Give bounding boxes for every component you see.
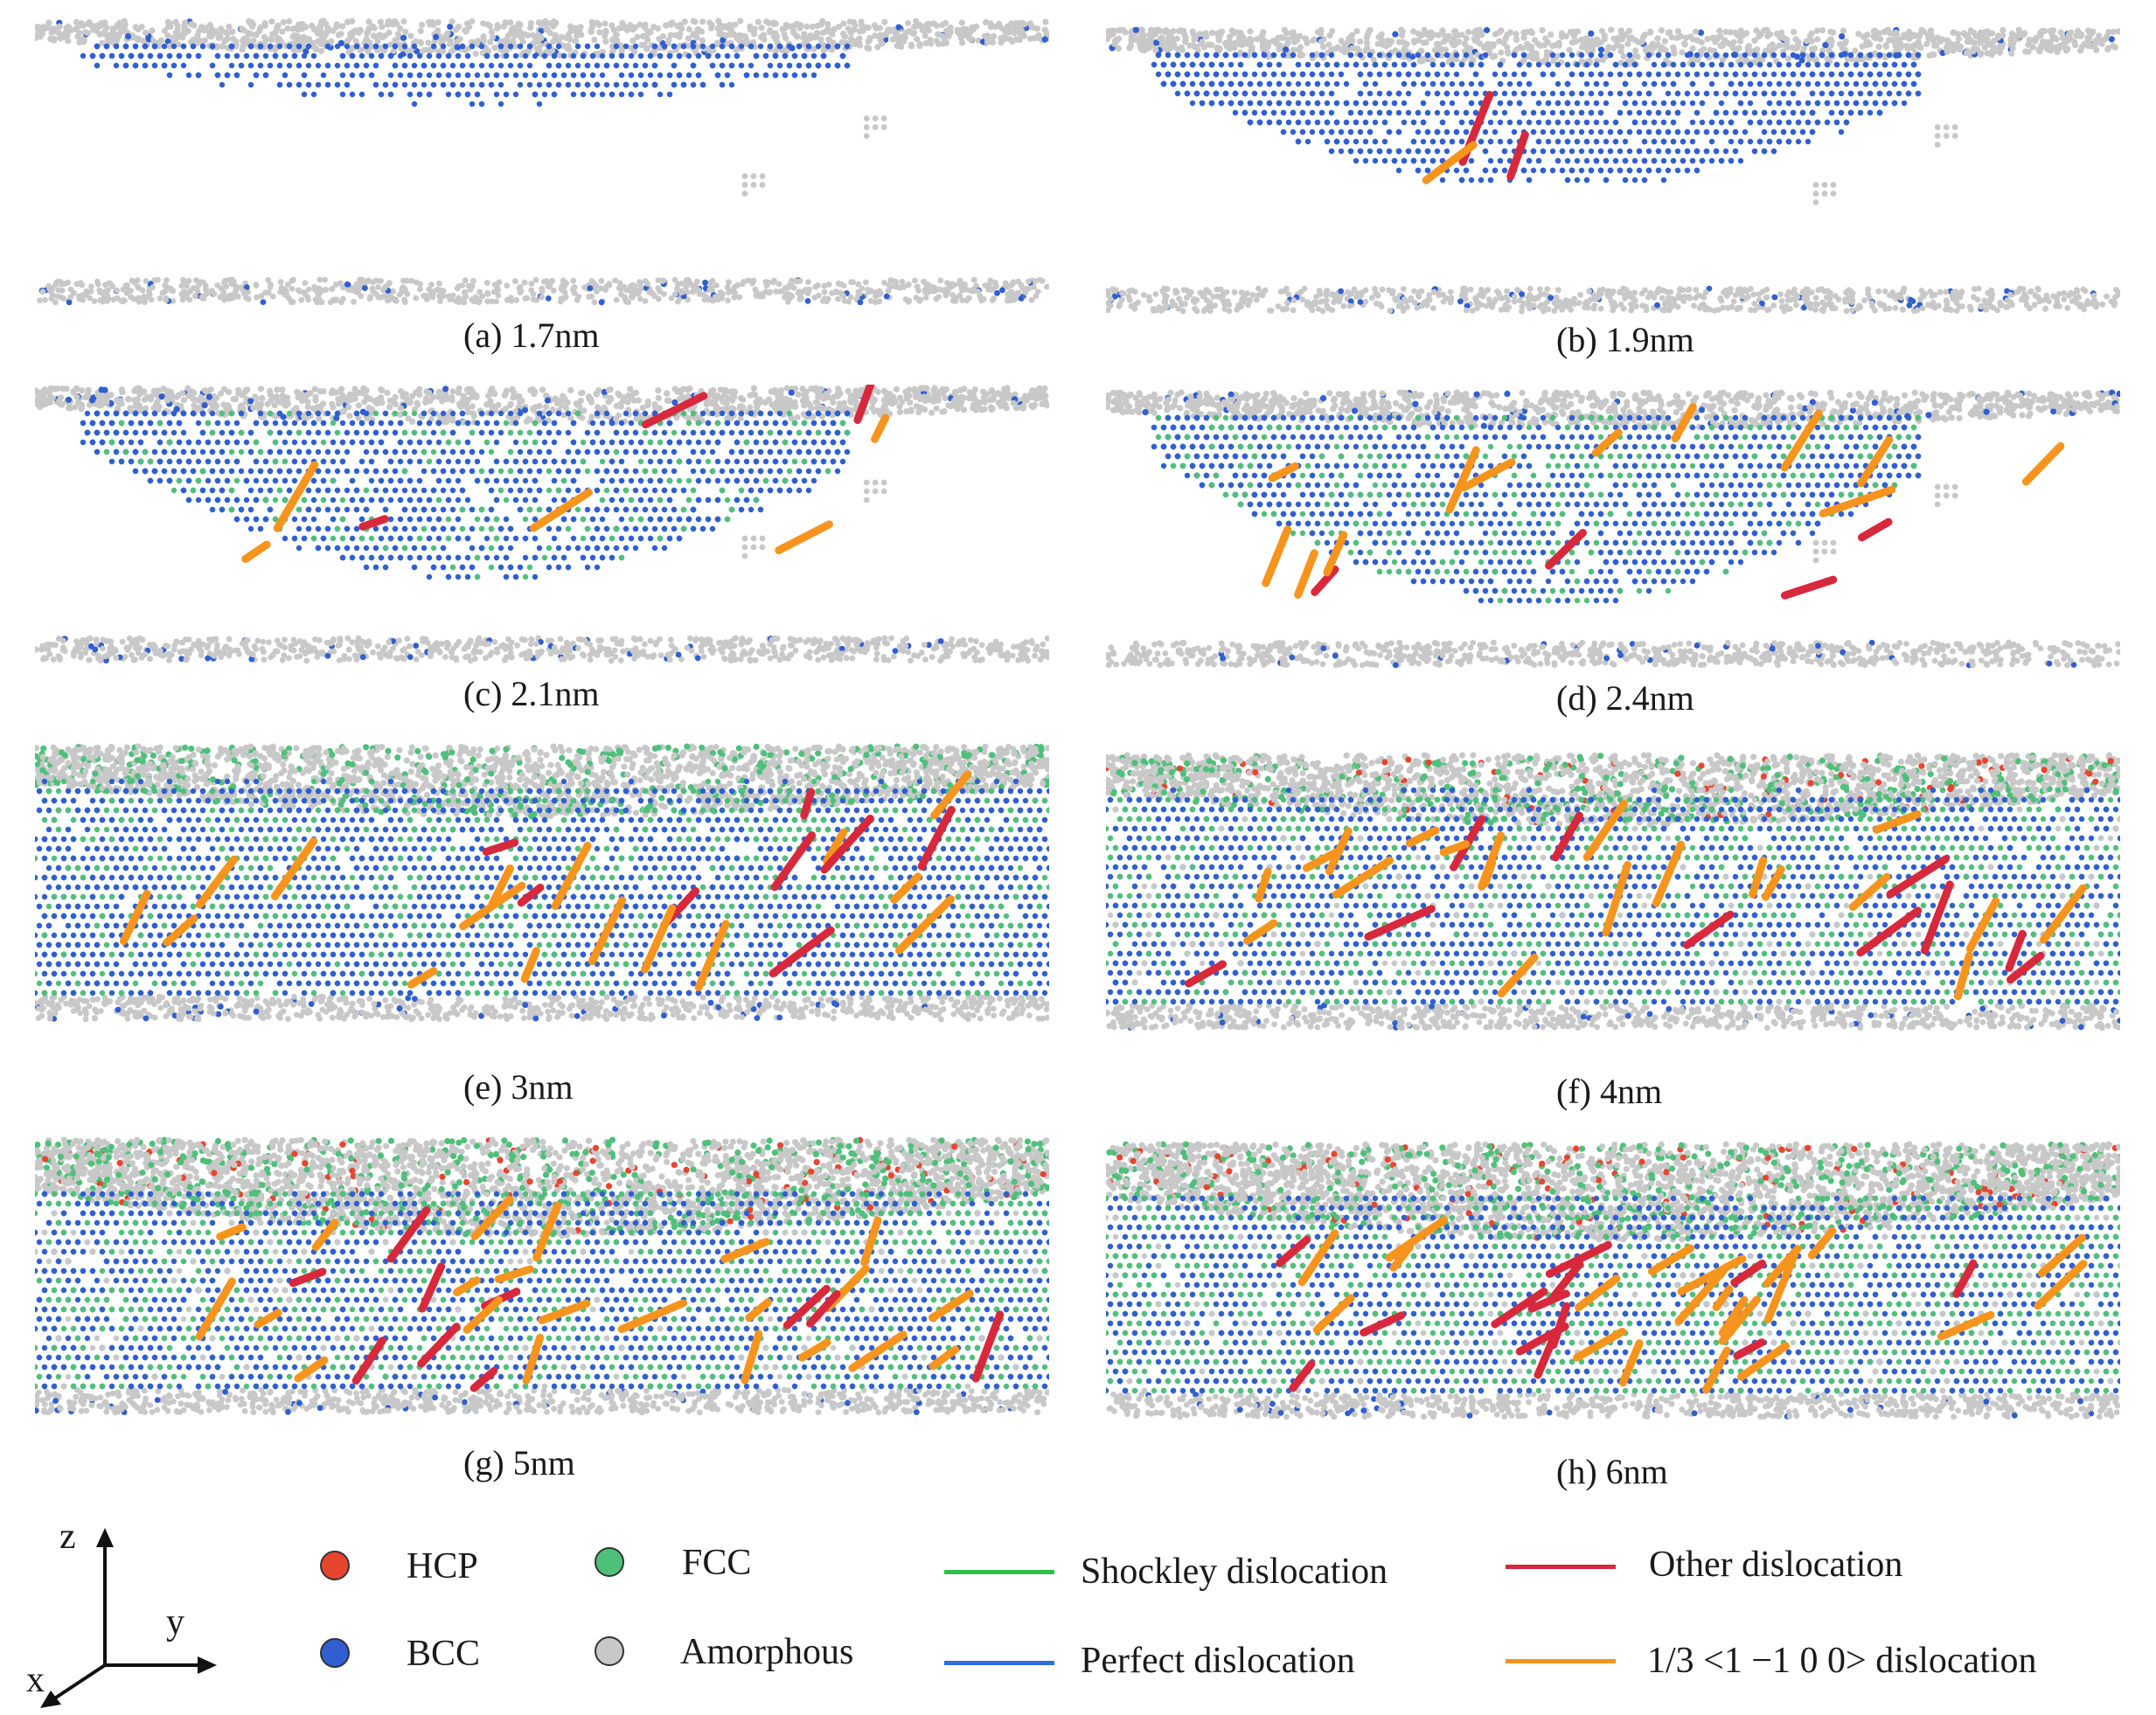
caption-a: (a) 1.7nm bbox=[463, 315, 600, 356]
atom-render-c bbox=[35, 385, 1049, 664]
other-line bbox=[1506, 1565, 1616, 1569]
hcp-label: HCP bbox=[407, 1545, 478, 1587]
caption-h: (h) 6nm bbox=[1556, 1451, 1668, 1492]
atom-render-g bbox=[35, 1136, 1049, 1416]
panel-e bbox=[35, 743, 1049, 1023]
caption-e: (e) 3nm bbox=[463, 1066, 574, 1107]
fcc-swatch bbox=[595, 1547, 624, 1577]
bcc-label: BCC bbox=[407, 1633, 480, 1675]
atom-render-h bbox=[1106, 1141, 2120, 1420]
panel-g bbox=[35, 1136, 1049, 1416]
fcc-label: FCC bbox=[682, 1542, 751, 1584]
hcp-swatch bbox=[320, 1551, 350, 1580]
axis-x-label: x bbox=[26, 1659, 45, 1701]
panel-a bbox=[35, 17, 1049, 306]
caption-f: (f) 4nm bbox=[1556, 1071, 1662, 1112]
perfect-line bbox=[944, 1661, 1054, 1665]
panel-f bbox=[1106, 752, 2120, 1031]
panel-h bbox=[1106, 1141, 2120, 1420]
perfect-label: Perfect dislocation bbox=[1081, 1640, 1355, 1682]
one-third-label: 1/3 <1 −1 0 0> dislocation bbox=[1647, 1640, 2037, 1682]
axis-triad bbox=[40, 1528, 217, 1708]
atom-render-e bbox=[35, 743, 1049, 1023]
legend: z y x HCP BCC FCC Amorphous Shockley dis… bbox=[0, 1503, 2156, 1715]
amorphous-swatch bbox=[595, 1636, 624, 1666]
atom-render-f bbox=[1106, 752, 2120, 1031]
atom-render-b bbox=[1106, 26, 2120, 315]
panel-c bbox=[35, 385, 1049, 664]
one-third-line bbox=[1506, 1659, 1616, 1663]
caption-g: (g) 5nm bbox=[463, 1442, 575, 1483]
shockley-label: Shockley dislocation bbox=[1081, 1551, 1387, 1593]
axis-z-label: z bbox=[59, 1516, 76, 1558]
caption-c: (c) 2.1nm bbox=[463, 673, 600, 714]
caption-d: (d) 2.4nm bbox=[1556, 677, 1694, 719]
atom-render-a bbox=[35, 17, 1049, 306]
atom-render-d bbox=[1106, 389, 2120, 669]
axis-y-label: y bbox=[166, 1601, 184, 1643]
panel-d bbox=[1106, 389, 2120, 669]
caption-b: (b) 1.9nm bbox=[1556, 319, 1694, 360]
amorphous-label: Amorphous bbox=[680, 1631, 853, 1673]
panel-b bbox=[1106, 26, 2120, 315]
other-label: Other dislocation bbox=[1649, 1544, 1902, 1586]
shockley-line bbox=[944, 1570, 1054, 1574]
bcc-swatch bbox=[320, 1638, 350, 1668]
